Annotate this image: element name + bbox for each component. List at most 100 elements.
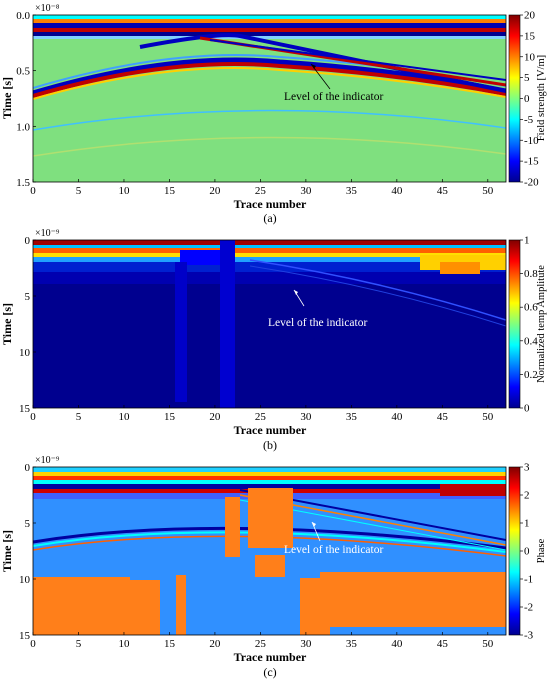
annotation-text-b: Level of the indicator	[268, 317, 367, 329]
x-tick-label: 45	[437, 185, 449, 197]
colorbar-tick-label: 0	[524, 403, 530, 415]
heatmap-b	[33, 240, 506, 408]
colorbar-a	[508, 14, 521, 183]
y-tick-label: 10	[19, 347, 31, 359]
panel-caption-a: (a)	[263, 211, 276, 225]
x-tick-label: 30	[300, 411, 312, 423]
colorbar-c	[508, 466, 521, 636]
x-axis-ticks-a: 0 5 10 15 20 25 30 35 40 45 50	[30, 179, 494, 197]
y-axis-ticks-a: 0.0 0.5 1.0 1.5	[16, 10, 36, 189]
x-axis-label-b: Trace number	[234, 423, 307, 437]
colorbar-tick-label: -5	[524, 114, 534, 126]
y-tick-label: 15	[19, 630, 31, 642]
x-axis-ticks-c: 0 5 10 15 20 25 30 35 40 45 50	[30, 632, 494, 650]
x-tick-label: 0	[30, 185, 36, 197]
colorbar-tick-label: 0	[524, 546, 530, 558]
colorbar-tick-label: -2	[524, 602, 533, 614]
colorbar-tick-label: 0	[524, 93, 530, 105]
x-tick-label: 5	[76, 638, 82, 650]
y-tick-label: 0	[25, 462, 31, 474]
y-tick-label: 1.0	[16, 121, 30, 133]
x-tick-label: 20	[209, 638, 221, 650]
exponent-a: ×10⁻⁸	[35, 3, 60, 14]
panel-caption-c: (c)	[263, 665, 276, 679]
colorbar-label-c: Phase	[536, 538, 547, 563]
annotation-text-a: Level of the indicator	[284, 91, 383, 103]
y-axis-ticks-b: 0 5 10 15	[19, 235, 36, 415]
panel-caption-b: (b)	[263, 438, 277, 452]
y-axis-ticks-c: 0 5 10 15	[19, 462, 36, 642]
x-axis-label-c: Trace number	[234, 650, 307, 664]
colorbar-tick-label: 1	[524, 518, 530, 530]
x-tick-label: 45	[437, 638, 449, 650]
colorbar-ticks-b: 1 0.8 0.6 0.4 0.2 0	[520, 235, 538, 415]
x-tick-label: 50	[482, 411, 494, 423]
colorbar-tick-label: -10	[524, 135, 539, 147]
colorbar-tick-label: 1	[524, 235, 530, 247]
colorbar-ticks-a: 20 15 10 5 0 -5 -10 -15 -20	[520, 10, 539, 189]
colorbar-b	[508, 239, 521, 409]
y-axis-label-b: Time [s]	[0, 303, 14, 345]
x-tick-label: 30	[300, 185, 312, 197]
x-tick-label: 5	[76, 411, 82, 423]
x-tick-label: 30	[300, 638, 312, 650]
x-tick-label: 50	[482, 638, 494, 650]
colorbar-tick-label: 0.8	[524, 268, 538, 280]
x-axis-label-a: Trace number	[234, 197, 307, 211]
x-tick-label: 35	[346, 411, 358, 423]
colorbar-label-a: Field strength [V/m]	[536, 55, 547, 141]
heatmap-c	[33, 467, 506, 635]
colorbar-tick-label: -20	[524, 177, 539, 189]
x-tick-label: 15	[164, 411, 176, 423]
x-tick-label: 25	[255, 638, 267, 650]
x-tick-label: 45	[437, 411, 449, 423]
exponent-b: ×10⁻⁹	[35, 228, 60, 239]
x-tick-label: 40	[391, 411, 403, 423]
colorbar-tick-label: 20	[524, 10, 536, 22]
colorbar-label-b: Normalized temp Amplitute	[536, 265, 547, 383]
heatmap-a	[33, 15, 506, 182]
y-axis-label-c: Time [s]	[0, 530, 14, 572]
x-tick-label: 20	[209, 185, 221, 197]
y-tick-label: 15	[19, 403, 31, 415]
colorbar-tick-label: 10	[524, 51, 536, 63]
y-tick-label: 0	[25, 235, 31, 247]
panel-a: 0 5 10 15 20 25 30 35 40 45 50 0.00.51.01.5 Trace …	[0, 3, 547, 225]
x-tick-label: 10	[118, 411, 130, 423]
colorbar-tick-label: 15	[524, 30, 536, 42]
colorbar-tick-label: 3	[524, 462, 530, 474]
annotation-text-c: Level of the indicator	[284, 544, 383, 556]
x-tick-label: 0	[30, 411, 36, 423]
y-axis-label-a: Time [s]	[0, 77, 14, 119]
x-tick-label: 15	[164, 185, 176, 197]
colorbar-tick-label: 0.2	[524, 369, 538, 381]
colorbar-tick-label: 0.4	[524, 335, 538, 347]
colorbar-tick-label: -3	[524, 630, 534, 642]
x-axis-ticks-b: 0 5 10 15 20 25 30 35 40 45 50	[30, 405, 494, 423]
x-tick-label: 20	[209, 411, 221, 423]
colorbar-ticks-c: 3 2 1 0 -1 -2 -3	[520, 462, 534, 642]
x-tick-label: 10	[118, 638, 130, 650]
y-tick-label: 0.5	[16, 66, 30, 78]
x-tick-label: 50	[482, 185, 494, 197]
x-tick-label: 35	[346, 185, 358, 197]
x-tick-label: 15	[164, 638, 176, 650]
annotation-b: Level of the indicator	[268, 289, 367, 329]
y-tick-label: 10	[19, 574, 31, 586]
colorbar-tick-label: 2	[524, 490, 530, 502]
x-tick-label: 25	[255, 411, 267, 423]
x-tick-label: 35	[346, 638, 358, 650]
exponent-c: ×10⁻⁹	[35, 455, 60, 466]
annotation-c: Level of the indicator	[284, 521, 383, 556]
x-tick-label: 40	[391, 638, 403, 650]
colorbar-tick-label: -1	[524, 574, 533, 586]
x-tick-label: 10	[118, 185, 130, 197]
y-tick-label: 0.0	[16, 10, 30, 22]
colorbar-tick-label: 5	[524, 72, 530, 84]
colorbar-tick-label: -15	[524, 156, 539, 168]
x-tick-label: 0	[30, 638, 36, 650]
colorbar-tick-label: 0.6	[524, 302, 538, 314]
